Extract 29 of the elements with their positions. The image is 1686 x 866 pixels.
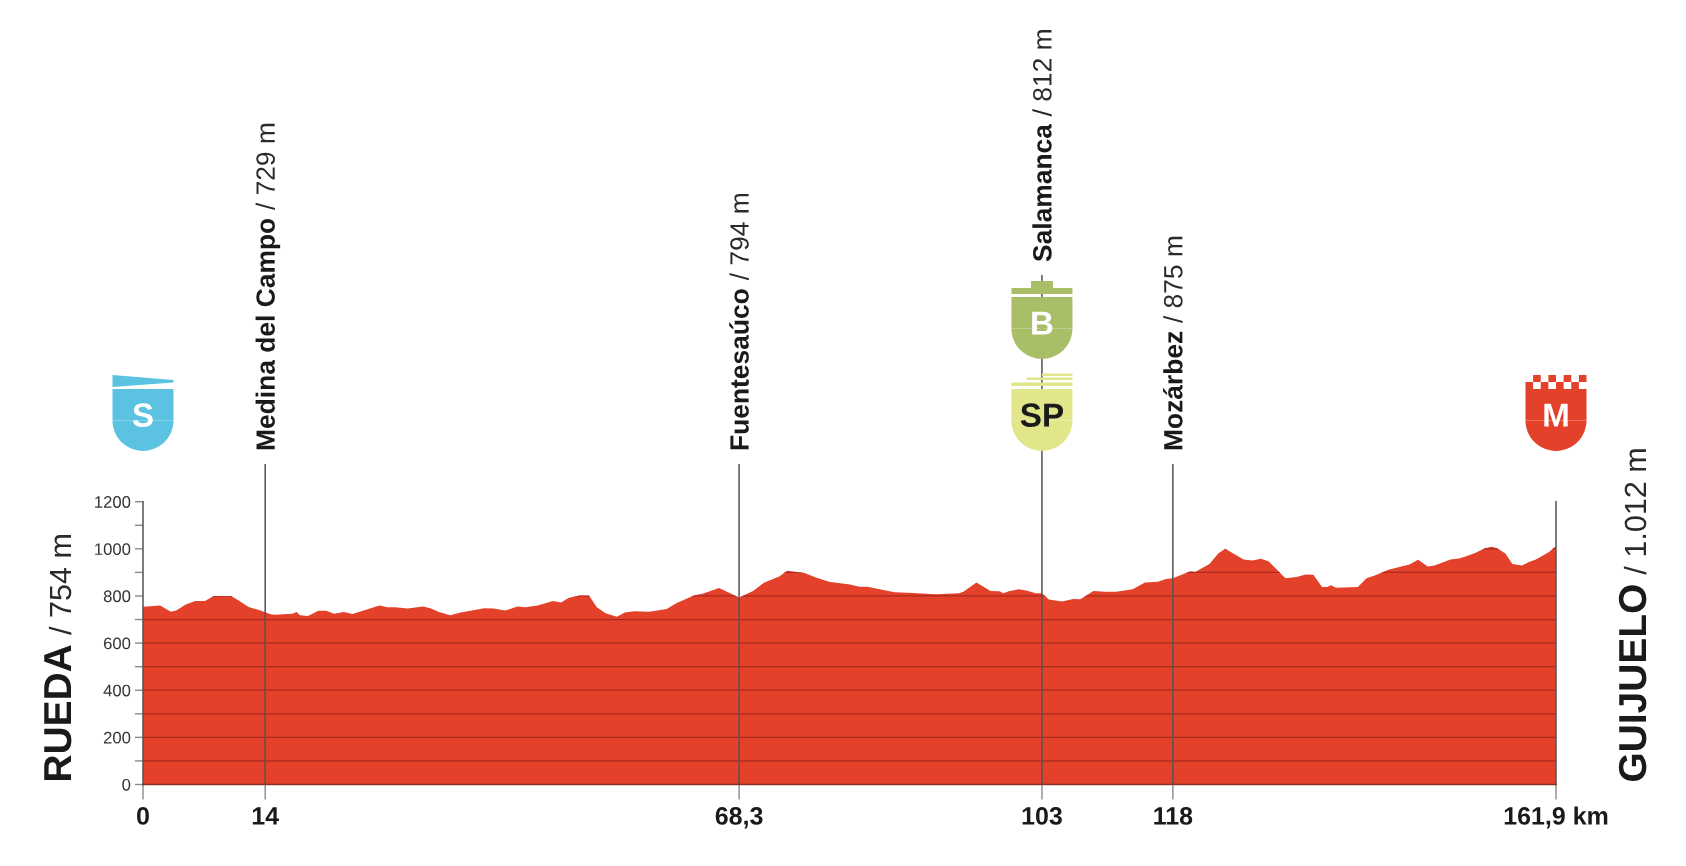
text: S [132, 403, 153, 427]
x-tick-label: 103 [1022, 807, 1062, 825]
text: / 729 m [255, 123, 275, 211]
ref-line-label: Medina del Campo [255, 218, 281, 450]
text: / 1.012 m [1623, 449, 1647, 575]
x-tick-label: 68,3 [715, 807, 763, 829]
text: M [1544, 403, 1568, 427]
text: SP [1020, 403, 1064, 427]
y-tick-label: 1200 [95, 496, 131, 508]
y-tick-label: 1000 [95, 543, 131, 556]
text: B [1032, 311, 1053, 335]
y-tick-label: 600 [103, 637, 131, 650]
text: / 875 m [1163, 236, 1183, 324]
ref-line-label: Fuentesaúco [729, 289, 749, 450]
x-tick-label: 118 [1154, 807, 1193, 825]
text: RUEDA [44, 645, 72, 780]
text: / 754 m [48, 535, 72, 635]
text: GUIJUELO [1618, 585, 1647, 781]
text: / 812 m [1032, 30, 1052, 117]
y-tick-label: 0 [122, 778, 131, 791]
ref-line-label: Salamanca [1032, 123, 1052, 262]
text: / 794 m [729, 193, 749, 281]
y-tick-label: 400 [103, 684, 131, 697]
y-tick-label: 800 [103, 590, 131, 603]
x-tick-label: 0 [137, 807, 149, 825]
x-tick-label: 14 [252, 807, 279, 825]
y-tick-label: 200 [103, 731, 131, 744]
ref-line-label: Mozárbez [1163, 331, 1183, 450]
x-tick-label: 161,9 km [1504, 806, 1608, 829]
